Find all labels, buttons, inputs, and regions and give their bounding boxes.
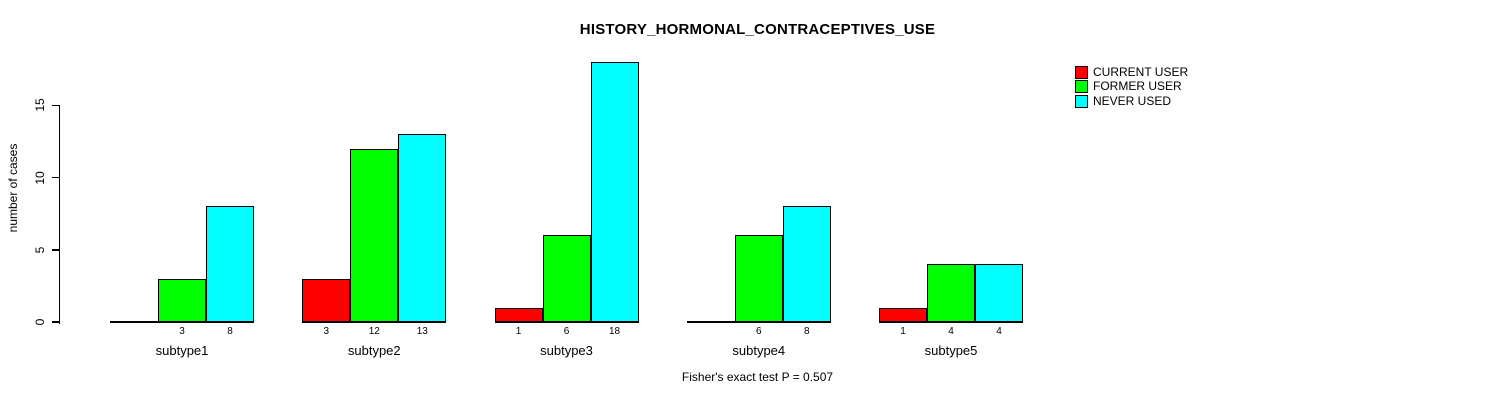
- legend-swatch-former-user: [1075, 80, 1088, 93]
- category-label-subtype3: subtype3: [540, 343, 593, 358]
- bar-current-user-subtype3: [494, 308, 543, 322]
- bar-value-label: 3: [323, 326, 330, 337]
- bar-never-used-subtype5: [975, 264, 1023, 322]
- bar-former-user-subtype4: [734, 235, 783, 322]
- bar-never-used-subtype2: [398, 134, 447, 322]
- category-label-subtype5: subtype5: [924, 343, 978, 358]
- bar-never-used-subtype3: [590, 62, 639, 322]
- bar-former-user-subtype2: [350, 149, 399, 322]
- category-label-subtype1: subtype1: [155, 343, 209, 358]
- bar-former-user-subtype1: [158, 279, 206, 322]
- category-label-subtype2: subtype2: [347, 343, 401, 358]
- group-baseline: [879, 321, 1023, 323]
- group-baseline: [494, 321, 639, 323]
- bar-value-label: 8: [803, 326, 810, 337]
- bar-value-label: 8: [227, 326, 233, 337]
- bar-never-used-subtype1: [206, 206, 254, 322]
- bar-value-label: 4: [948, 326, 954, 337]
- legend-swatch-current-user: [1075, 65, 1088, 79]
- bar-value-label: 12: [368, 326, 380, 337]
- legend-label-never-used: NEVER USED: [1093, 93, 1172, 108]
- group-baseline: [686, 321, 831, 323]
- y-axis-line: [58, 105, 60, 324]
- caption: Fisher's exact test P = 0.507: [681, 370, 834, 384]
- y-axis-tick: [52, 249, 60, 251]
- group-baseline: [110, 321, 254, 323]
- bar-value-label: 6: [755, 326, 762, 337]
- bar-value-label: 1: [515, 326, 522, 337]
- chart-title: HISTORY_HORMONAL_CONTRACEPTIVES_USE: [579, 21, 936, 38]
- bar-current-user-subtype2: [302, 279, 351, 322]
- category-label-subtype4: subtype4: [732, 343, 786, 358]
- bar-value-label: 1: [900, 326, 906, 337]
- y-axis-tick: [52, 104, 60, 106]
- bar-value-label: 3: [179, 326, 185, 337]
- bar-former-user-subtype5: [927, 264, 975, 322]
- bar-current-user-subtype5: [879, 308, 927, 322]
- bar-former-user-subtype3: [542, 235, 591, 322]
- bar-value-label: 6: [563, 326, 570, 337]
- legend-label-current-user: CURRENT USER: [1093, 64, 1189, 79]
- y-axis-tick: [52, 176, 60, 179]
- legend-label-former-user: FORMER USER: [1093, 79, 1182, 93]
- bar-never-used-subtype4: [782, 206, 831, 322]
- group-baseline: [302, 321, 447, 323]
- bar-value-label: 13: [416, 326, 428, 337]
- legend-swatch-never-used: [1075, 94, 1088, 108]
- bar-value-label: 18: [608, 326, 621, 337]
- y-axis-tick: [52, 321, 60, 323]
- bar-value-label: 4: [996, 326, 1002, 337]
